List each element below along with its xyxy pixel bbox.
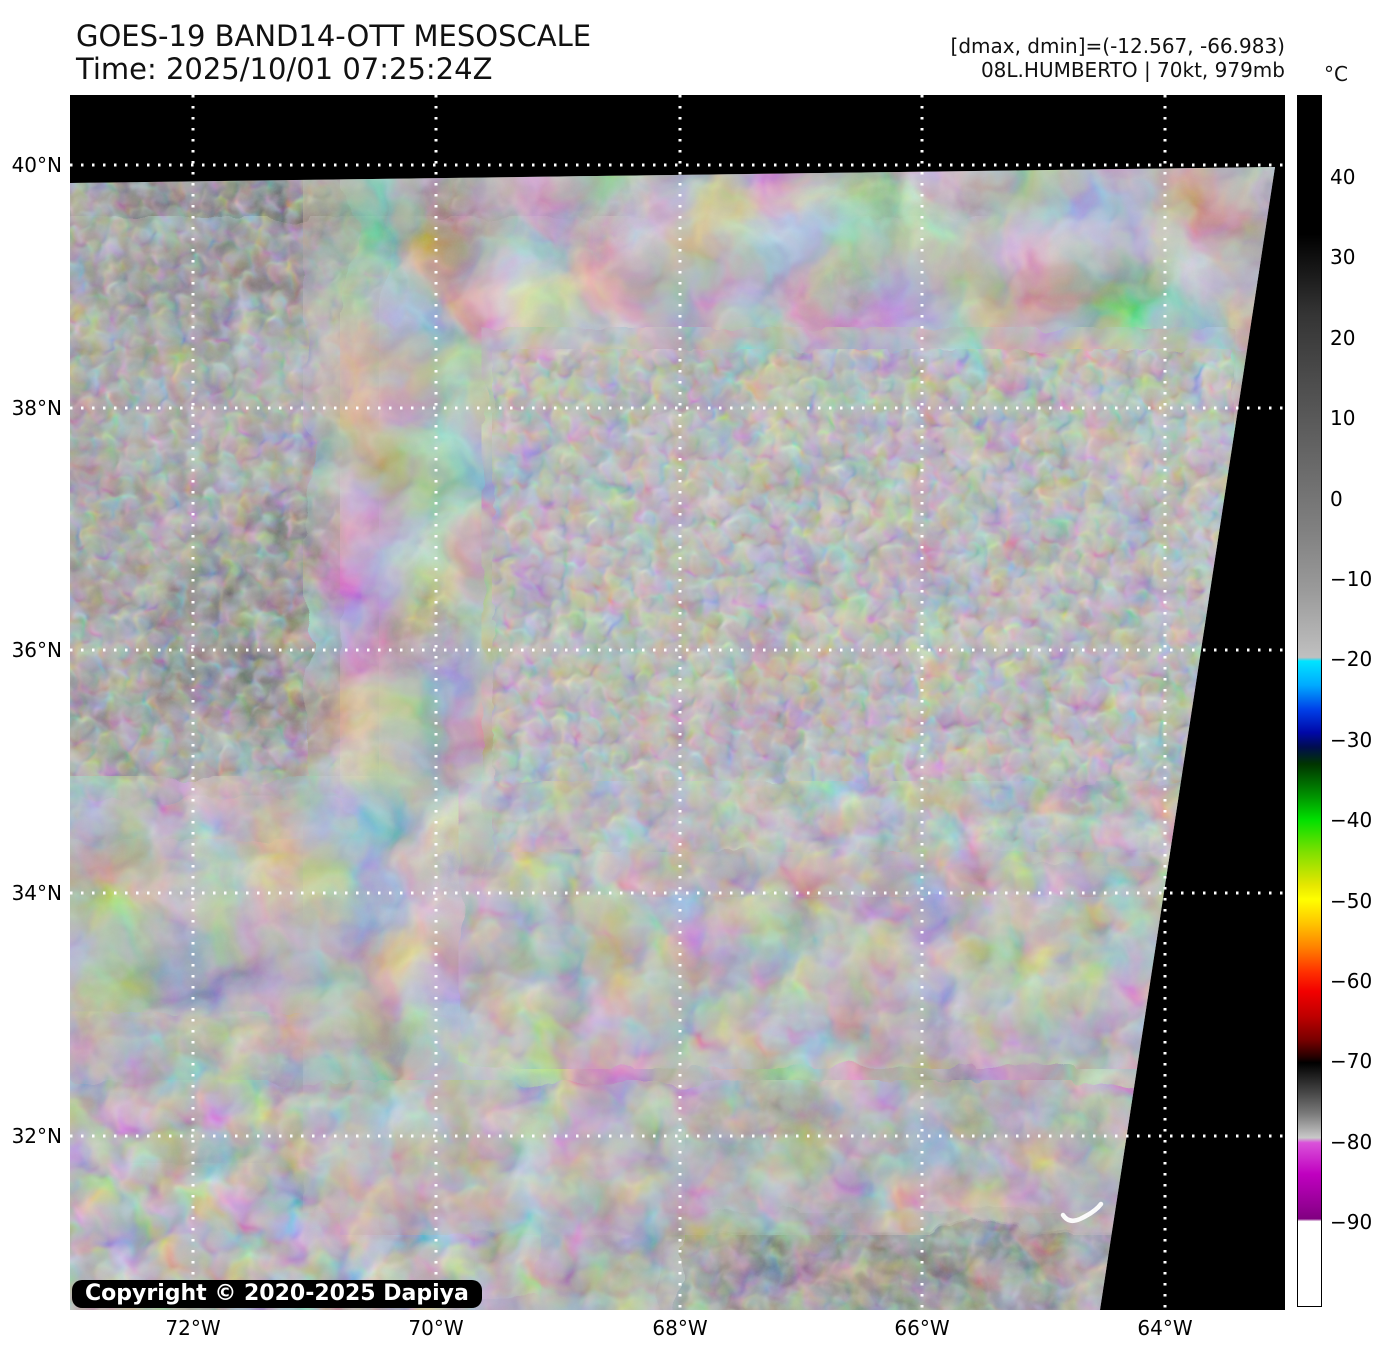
colorbar-tick: −50: [1330, 889, 1373, 913]
storm-header: [dmax, dmin]=(-12.567, -66.983) 08L.HUMB…: [951, 34, 1285, 82]
colorbar-tick: −80: [1330, 1130, 1373, 1154]
lat-label-34n: 34°N: [11, 881, 62, 905]
colorbar-tick: −10: [1330, 567, 1373, 591]
copyright-badge: Copyright © 2020-2025 Dapiya: [72, 1280, 482, 1308]
lon-label-64w: 64°W: [1137, 1316, 1193, 1340]
temperature-colorbar: [1297, 95, 1322, 1307]
colorbar-tick: −30: [1330, 728, 1373, 752]
graticule-gridlines: [70, 95, 1285, 1310]
storm-status-label: 08L.HUMBERTO | 70kt, 979mb: [980, 58, 1285, 82]
satellite-map: [70, 95, 1285, 1310]
product-title: GOES-19 BAND14-OTT MESOSCALE: [76, 19, 592, 53]
colorbar-unit-label: °C: [1324, 62, 1348, 86]
colorbar-tick: −70: [1330, 1049, 1373, 1073]
colorbar-tick: 40: [1330, 165, 1356, 189]
lat-label-38n: 38°N: [11, 396, 62, 420]
colorbar-tick: −20: [1330, 647, 1373, 671]
colorbar-tick: 10: [1330, 406, 1356, 430]
lat-label-36n: 36°N: [11, 638, 62, 662]
product-header: GOES-19 BAND14-OTT MESOSCALE Time: 2025/…: [76, 20, 591, 86]
colorbar-tick: −90: [1330, 1210, 1373, 1234]
lat-label-40n: 40°N: [11, 153, 62, 177]
colorbar-tick: 0: [1330, 487, 1343, 511]
colorbar-tick: −60: [1330, 969, 1373, 993]
colorbar-tick: −40: [1330, 808, 1373, 832]
lon-label-72w: 72°W: [165, 1316, 221, 1340]
lat-label-32n: 32°N: [11, 1124, 62, 1148]
lon-label-70w: 70°W: [408, 1316, 464, 1340]
diff-range-label: [dmax, dmin]=(-12.567, -66.983): [950, 34, 1285, 58]
scan-area: [70, 167, 1275, 1310]
colorbar-tick: 30: [1330, 245, 1356, 269]
colorbar-tick: 20: [1330, 326, 1356, 350]
lon-label-66w: 66°W: [894, 1316, 950, 1340]
product-time: Time: 2025/10/01 07:25:24Z: [76, 52, 493, 86]
sensor-grain: [70, 167, 1275, 1310]
satellite-image: [70, 95, 1285, 1310]
lon-label-68w: 68°W: [652, 1316, 708, 1340]
